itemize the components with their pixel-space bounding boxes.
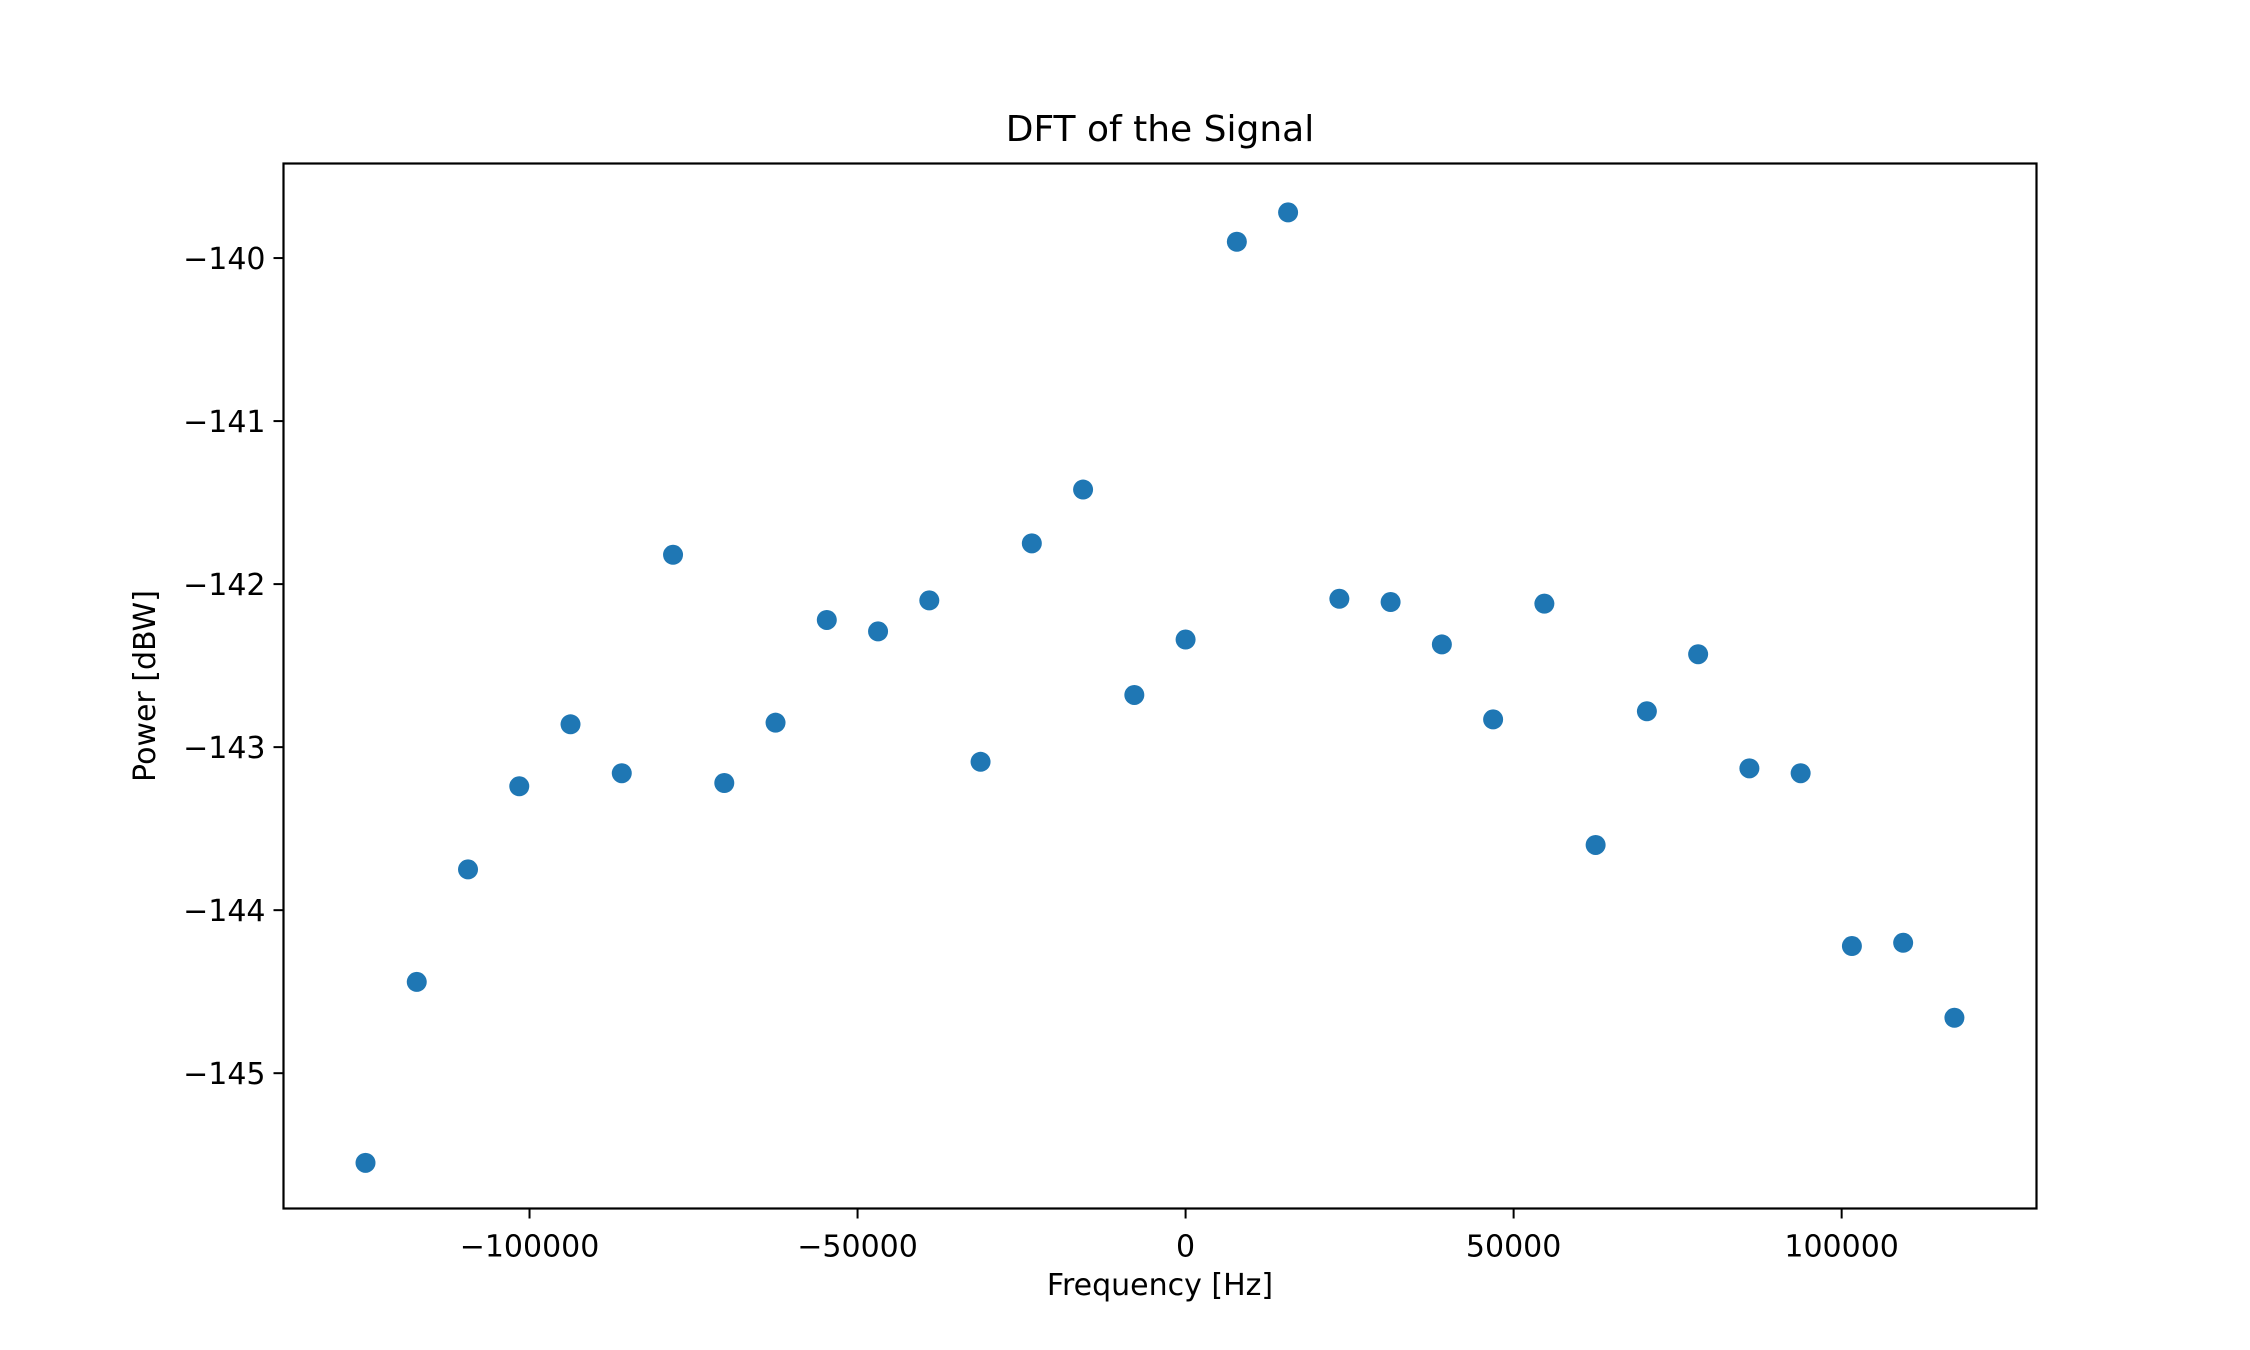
data-point [1175,629,1196,650]
data-point [919,590,940,611]
chart-title: DFT of the Signal [1006,109,1314,150]
data-point [1021,533,1042,554]
data-point [1226,231,1247,252]
data-point [458,859,479,880]
data-point [663,544,684,565]
data-point [765,712,786,733]
data-point [1278,202,1299,223]
y-tick-label: −145 [183,1057,265,1092]
x-axis-label: Frequency [Hz] [1047,1268,1273,1303]
data-point [1380,592,1401,613]
x-tick-label: −50000 [797,1230,918,1265]
x-axis: −100000 −50000 0 50000 100000 [460,1208,1899,1265]
x-tick-label: 100000 [1784,1230,1899,1265]
y-tick-label: −141 [183,405,265,440]
data-point [1893,932,1914,953]
x-tick-label: −100000 [460,1230,600,1265]
data-point [1585,834,1606,855]
data-point [1431,634,1452,655]
data-point [1534,593,1555,614]
data-point [1329,588,1350,609]
data-point [1944,1007,1965,1028]
y-axis-label: Power [dBW] [128,590,163,782]
data-point [1483,709,1504,730]
data-point [868,621,889,642]
y-tick-label: −144 [183,894,265,929]
x-tick-label: 0 [1176,1230,1195,1265]
data-point [406,971,427,992]
y-tick-label: −142 [183,568,265,603]
data-point [509,776,530,797]
data-point [1739,758,1760,779]
data-point [970,751,991,772]
data-point [1688,644,1709,665]
data-point [1790,763,1811,784]
data-point [816,609,837,630]
data-point [1841,936,1862,957]
data-point [611,763,632,784]
data-points [355,202,1965,1173]
data-point [1124,684,1145,705]
y-tick-label: −140 [183,242,265,277]
data-point [1636,701,1657,722]
data-point [714,773,735,794]
y-axis: −140 −141 −142 −143 −144 −145 [183,242,284,1092]
plot-frame [282,162,2038,1210]
x-tick-label: 50000 [1466,1230,1561,1265]
data-point [355,1152,376,1173]
data-point [560,714,581,735]
y-tick-label: −143 [183,731,265,766]
data-point [1073,479,1094,500]
